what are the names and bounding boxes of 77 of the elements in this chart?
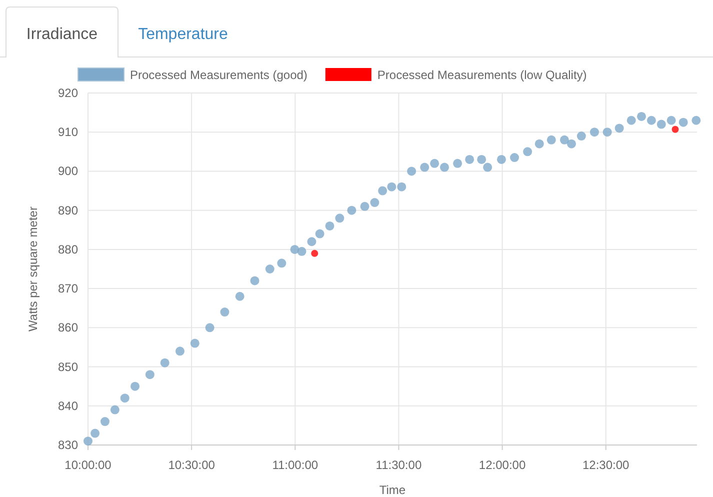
point [378,186,388,196]
point [311,250,318,257]
point [692,116,701,125]
point [407,166,416,176]
point [250,276,260,286]
point [496,154,506,164]
point [347,206,356,215]
y-tick-label: 830 [58,438,78,452]
point [566,139,576,148]
legend-label: Processed Measurements (good) [130,68,308,82]
point [190,338,200,348]
point [370,198,380,208]
point [523,147,532,156]
x-tick-label: 12:00:00 [478,458,526,472]
point [335,214,344,223]
y-tick-label: 850 [58,360,78,374]
y-tick-label: 920 [58,86,78,100]
y-axis-title: Watts per square meter [26,206,40,332]
y-tick-label: 860 [58,320,78,335]
x-tick-label: 11:00:00 [272,458,318,472]
point [602,128,612,137]
point [576,132,586,141]
point [546,135,556,144]
x-tick-label: 12:30:00 [582,458,630,472]
x-axis-title: Time [379,483,406,497]
point [84,436,92,446]
point [325,221,334,230]
point [590,128,599,137]
x-tick-label: 10:00:00 [64,458,112,472]
point [110,405,120,414]
point [265,264,274,274]
point [90,428,100,438]
y-tick-label: 900 [58,164,78,178]
point [636,112,646,121]
point [465,154,474,164]
x-tick-label: 11:30:00 [376,458,422,472]
point [666,116,676,125]
point [672,126,679,133]
y-tick-label: 880 [58,242,78,256]
point [315,229,324,238]
point [130,382,140,391]
point [205,323,214,332]
point [160,358,170,368]
point [297,246,306,256]
point [175,346,184,356]
y-tick-label: 840 [58,398,78,413]
text: Temperature [138,26,228,43]
point [626,116,636,125]
point [307,237,316,246]
point [235,292,244,301]
point [453,158,462,168]
point [397,182,406,192]
point [430,158,440,168]
text: Irradiance [26,26,98,43]
point [145,370,154,380]
point [483,162,492,172]
point [477,154,486,164]
point [560,135,569,144]
point [360,202,370,211]
point [120,394,130,403]
point [678,118,688,127]
point [534,139,544,148]
y-tick-label: 910 [58,125,78,140]
point [220,308,230,317]
point [656,120,666,129]
x-tick-label: 10:30:00 [168,458,216,472]
point [646,116,656,125]
point [387,182,396,192]
point [614,124,624,133]
point [510,153,520,162]
y-tick-label: 890 [58,203,78,218]
point [100,417,110,426]
y-tick-label: 870 [58,282,78,296]
point [277,258,286,268]
point [420,162,430,172]
point [440,162,449,172]
legend-label: Processed Measurements (low Quality) [377,68,587,82]
